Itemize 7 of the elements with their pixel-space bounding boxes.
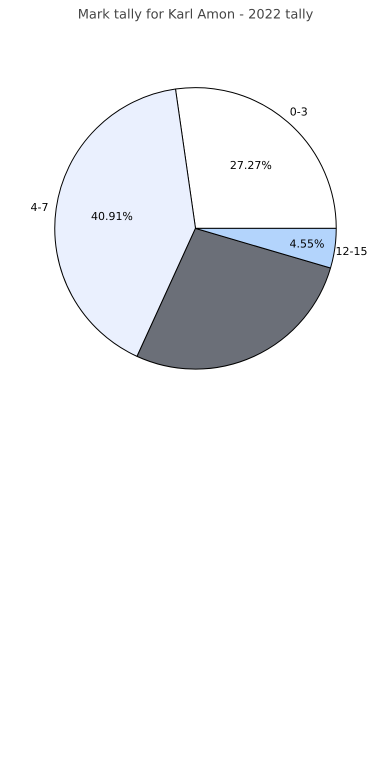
- data-label: 4.55%: [289, 238, 324, 251]
- slice-label: 0-3: [290, 106, 308, 119]
- slice-label: 12-15: [336, 244, 368, 258]
- data-label: 27.27%: [230, 159, 272, 172]
- data-label: 40.91%: [90, 210, 133, 224]
- slice-label: 4-7: [30, 200, 48, 214]
- chart-title: Mark tally for Karl Amon - 2022 tally: [78, 8, 314, 22]
